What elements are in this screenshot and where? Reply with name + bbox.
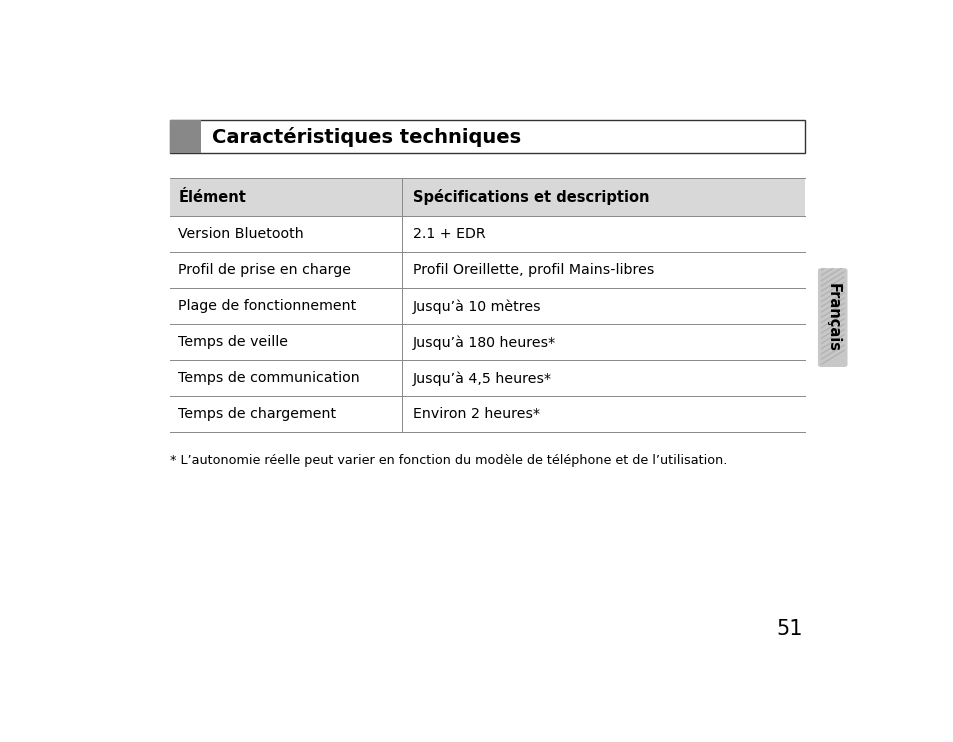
Text: Jusqu’à 180 heures*: Jusqu’à 180 heures*: [413, 335, 556, 349]
Text: Temps de veille: Temps de veille: [178, 335, 288, 349]
FancyBboxPatch shape: [817, 268, 846, 367]
Text: Temps de chargement: Temps de chargement: [178, 407, 336, 421]
Text: * L’autonomie réelle peut varier en fonction du modèle de téléphone et de l’util: * L’autonomie réelle peut varier en fonc…: [170, 454, 726, 467]
Bar: [170, 120, 200, 153]
Text: Spécifications et description: Spécifications et description: [413, 189, 649, 205]
Text: Profil de prise en charge: Profil de prise en charge: [178, 263, 351, 278]
Text: Jusqu’à 4,5 heures*: Jusqu’à 4,5 heures*: [413, 371, 551, 386]
Text: Caractéristiques techniques: Caractéristiques techniques: [213, 127, 521, 147]
Text: Jusqu’à 10 mètres: Jusqu’à 10 mètres: [413, 299, 540, 314]
Text: Profil Oreillette, profil Mains-libres: Profil Oreillette, profil Mains-libres: [413, 263, 654, 278]
Bar: [170, 177, 804, 217]
Text: Environ 2 heures*: Environ 2 heures*: [413, 407, 539, 421]
Text: Français: Français: [824, 283, 840, 352]
Text: Version Bluetooth: Version Bluetooth: [178, 228, 304, 241]
Text: Temps de communication: Temps de communication: [178, 372, 360, 385]
Text: Élément: Élément: [178, 189, 246, 205]
Text: 51: 51: [776, 619, 802, 639]
Text: Plage de fonctionnement: Plage de fonctionnement: [178, 300, 356, 313]
Bar: [170, 120, 804, 153]
Text: 2.1 + EDR: 2.1 + EDR: [413, 228, 485, 241]
